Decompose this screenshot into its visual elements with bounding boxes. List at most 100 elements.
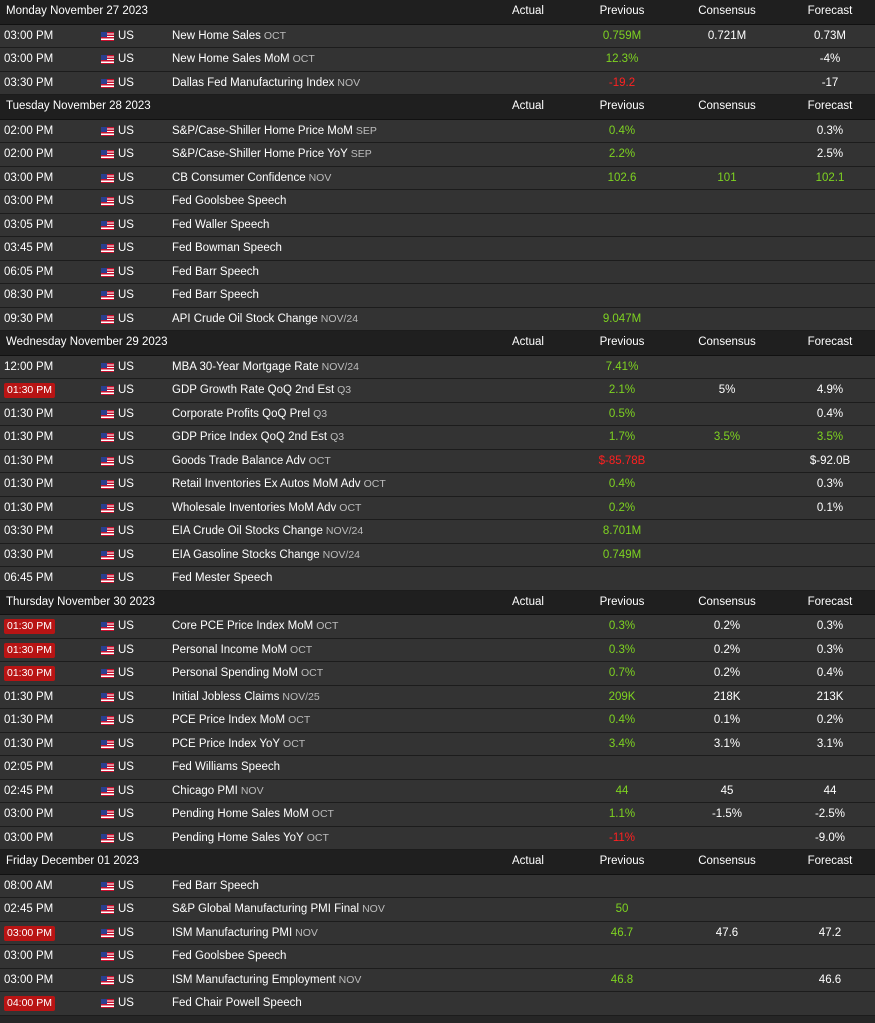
event-row[interactable]: 01:30 PM US Initial Jobless Claims NOV/25 20… [0, 685, 875, 709]
event-row[interactable]: 01:30 PM US GDP Growth Rate QoQ 2nd Est Q3 2… [0, 379, 875, 403]
event-name[interactable]: Dallas Fed Manufacturing Index NOV [172, 72, 360, 95]
event-consensus: 0.721M [707, 29, 747, 42]
event-name[interactable]: Chicago PMI NOV [172, 780, 264, 803]
time-text: 01:30 PM [4, 431, 54, 443]
us-flag-icon [101, 669, 114, 678]
event-row[interactable]: 03:00 PM US Fed Goolsbee Speech [0, 945, 875, 969]
event-name[interactable]: API Crude Oil Stock Change NOV/24 [172, 308, 358, 331]
event-name[interactable]: S&P/Case-Shiller Home Price YoY SEP [172, 143, 372, 166]
event-previous: 50 [615, 903, 629, 915]
event-row[interactable]: 01:30 PM US Personal Spending MoM OCT 0.7% 0.… [0, 662, 875, 686]
event-row[interactable]: 09:30 PM US API Crude Oil Stock Change NOV/… [0, 307, 875, 331]
event-row[interactable]: 03:45 PM US Fed Bowman Speech [0, 237, 875, 261]
event-previous: 0.5% [608, 407, 636, 420]
event-country: US [118, 148, 134, 160]
event-name[interactable]: Fed Barr Speech [172, 261, 262, 284]
event-title: Goods Trade Balance Adv [172, 454, 306, 467]
event-row[interactable]: 01:30 PM US Wholesale Inventories MoM Adv O… [0, 496, 875, 520]
us-flag-icon [101, 527, 114, 536]
event-name[interactable]: Personal Income MoM OCT [172, 639, 312, 662]
event-time: 03:00 PM [4, 25, 53, 48]
event-time: 02:45 PM [4, 898, 53, 921]
event-country: US [118, 737, 134, 750]
event-row[interactable]: 03:00 PM US ISM Manufacturing PMI NOV 46.7 47… [0, 921, 875, 945]
event-period: OCT [290, 643, 313, 656]
event-title: Fed Barr Speech [172, 265, 259, 278]
event-forecast: 44 [823, 784, 837, 797]
event-name[interactable]: ISM Manufacturing PMI NOV [172, 922, 318, 945]
event-name[interactable]: Fed Goolsbee Speech [172, 190, 289, 213]
event-name[interactable]: Fed Mester Speech [172, 567, 275, 590]
event-row[interactable]: 08:00 AM US Fed Barr Speech [0, 874, 875, 898]
event-previous: 3.4% [608, 737, 636, 750]
event-name[interactable]: PCE Price Index YoY OCT [172, 733, 305, 756]
event-row[interactable]: 03:00 PM US Fed Goolsbee Speech [0, 190, 875, 214]
event-row[interactable]: 03:00 PM US Pending Home Sales YoY OCT -11% -… [0, 826, 875, 850]
event-row[interactable]: 01:30 PM US GDP Price Index QoQ 2nd Est Q3 1… [0, 426, 875, 450]
event-name[interactable]: CB Consumer Confidence NOV [172, 167, 331, 190]
event-name[interactable]: New Home Sales OCT [172, 25, 286, 48]
event-name[interactable]: Fed Bowman Speech [172, 237, 285, 260]
event-name[interactable]: Fed Waller Speech [172, 214, 272, 237]
event-name[interactable]: S&P/Case-Shiller Home Price MoM SEP [172, 120, 377, 143]
event-name[interactable]: Corporate Profits QoQ Prel Q3 [172, 403, 327, 426]
event-row[interactable]: 03:00 PM US ISM Manufacturing Employment NO… [0, 968, 875, 992]
event-row[interactable]: 01:30 PM US Core PCE Price Index MoM OCT 0.3… [0, 615, 875, 639]
event-name[interactable]: Retail Inventories Ex Autos MoM Adv OCT [172, 473, 386, 496]
event-name[interactable]: EIA Crude Oil Stocks Change NOV/24 [172, 520, 363, 543]
event-name[interactable]: Pending Home Sales MoM OCT [172, 803, 334, 826]
event-name[interactable]: PCE Price Index MoM OCT [172, 709, 310, 732]
event-name[interactable]: New Home Sales MoM OCT [172, 48, 315, 71]
event-time: 03:30 PM [4, 520, 53, 543]
event-name[interactable]: Fed Barr Speech [172, 875, 262, 898]
event-country: US [118, 265, 134, 278]
event-row[interactable]: 01:30 PM US Retail Inventories Ex Autos Mo… [0, 473, 875, 497]
event-row[interactable]: 03:00 PM US New Home Sales MoM OCT 12.3% -4% [0, 48, 875, 72]
event-row[interactable]: 01:30 PM US PCE Price Index YoY OCT 3.4% 3.1%… [0, 732, 875, 756]
day-header: Monday November 27 2023 Actual Previous Con… [0, 0, 875, 25]
event-name[interactable]: Fed Chair Powell Speech [172, 992, 305, 1015]
event-row[interactable]: 08:30 PM US Fed Barr Speech [0, 284, 875, 308]
event-row[interactable]: 02:00 PM US S&P/Case-Shiller Home Price Yo… [0, 143, 875, 167]
event-row[interactable]: 03:30 PM US Dallas Fed Manufacturing Index… [0, 71, 875, 95]
event-name[interactable]: Personal Spending MoM OCT [172, 662, 323, 685]
event-row[interactable]: 03:00 PM US CB Consumer Confidence NOV 102.6… [0, 166, 875, 190]
event-row[interactable]: 01:30 PM US Personal Income MoM OCT 0.3% 0.2%… [0, 638, 875, 662]
event-name[interactable]: Core PCE Price Index MoM OCT [172, 615, 338, 638]
time-badge: 01:30 PM [4, 642, 55, 658]
event-name[interactable]: S&P Global Manufacturing PMI Final NOV [172, 898, 385, 921]
event-row[interactable]: 06:05 PM US Fed Barr Speech [0, 260, 875, 284]
day-date: Thursday November 30 2023 [6, 595, 155, 608]
event-row[interactable]: 02:00 PM US S&P/Case-Shiller Home Price Mo… [0, 119, 875, 143]
event-name[interactable]: Fed Williams Speech [172, 756, 283, 779]
event-row[interactable]: 01:30 PM US PCE Price Index MoM OCT 0.4% 0.1%… [0, 709, 875, 733]
event-row[interactable]: 03:00 PM US New Home Sales OCT 0.759M 0.721M 0… [0, 24, 875, 48]
event-row[interactable]: 02:45 PM US Chicago PMI NOV 44 45 44 [0, 779, 875, 803]
event-name[interactable]: Goods Trade Balance Adv OCT [172, 450, 331, 473]
event-name[interactable]: Fed Barr Speech [172, 284, 262, 307]
event-row[interactable]: 01:30 PM US Goods Trade Balance Adv OCT $-85… [0, 449, 875, 473]
event-period: OCT [308, 454, 331, 467]
time-text: 01:30 PM [4, 690, 54, 703]
event-row[interactable]: 06:45 PM US Fed Mester Speech [0, 567, 875, 591]
event-row[interactable]: 02:05 PM US Fed Williams Speech [0, 756, 875, 780]
event-row[interactable]: 03:05 PM US Fed Waller Speech [0, 213, 875, 237]
event-row[interactable]: 04:00 PM US Fed Chair Powell Speech [0, 992, 875, 1016]
event-name[interactable]: GDP Growth Rate QoQ 2nd Est Q3 [172, 379, 351, 402]
event-name[interactable]: EIA Gasoline Stocks Change NOV/24 [172, 544, 360, 567]
event-previous: $-85.78B [598, 454, 646, 467]
event-row[interactable]: 02:45 PM US S&P Global Manufacturing PMI F… [0, 898, 875, 922]
event-row[interactable]: 12:00 PM US MBA 30-Year Mortgage Rate NOV/2… [0, 355, 875, 379]
event-name[interactable]: Pending Home Sales YoY OCT [172, 827, 329, 850]
event-name[interactable]: Initial Jobless Claims NOV/25 [172, 686, 320, 709]
event-row[interactable]: 03:30 PM US EIA Gasoline Stocks Change NOV/… [0, 543, 875, 567]
event-name[interactable]: GDP Price Index QoQ 2nd Est Q3 [172, 426, 344, 449]
event-name[interactable]: Wholesale Inventories MoM Adv OCT [172, 497, 361, 520]
event-row[interactable]: 03:00 PM US Pending Home Sales MoM OCT 1.1% -… [0, 803, 875, 827]
event-row[interactable]: 03:30 PM US EIA Crude Oil Stocks Change NOV… [0, 520, 875, 544]
event-name[interactable]: Fed Goolsbee Speech [172, 945, 289, 968]
event-row[interactable]: 01:30 PM US Corporate Profits QoQ Prel Q3 0.… [0, 402, 875, 426]
event-name[interactable]: MBA 30-Year Mortgage Rate NOV/24 [172, 356, 359, 379]
event-period: NOV/24 [325, 525, 364, 537]
event-name[interactable]: ISM Manufacturing Employment NOV [172, 969, 361, 992]
